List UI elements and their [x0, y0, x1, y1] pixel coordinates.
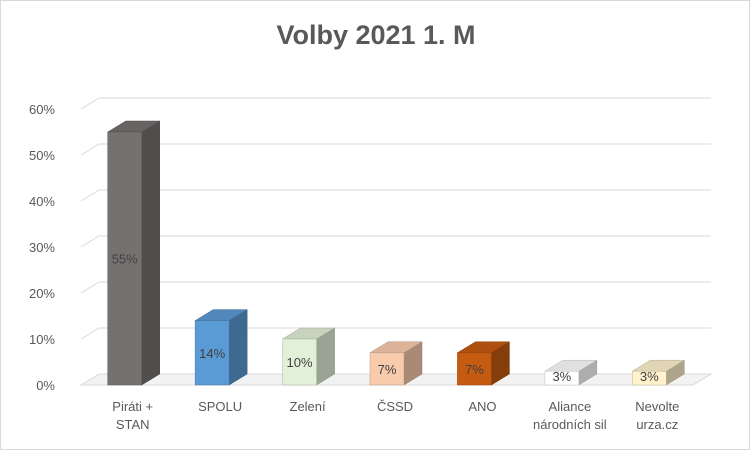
y-tick-label: 50% [29, 148, 55, 163]
bar: 7% [369, 341, 423, 386]
data-label: 10% [287, 355, 313, 370]
x-tick-label: Nevolte urza.cz [635, 399, 679, 432]
x-tick-label: ANO [468, 399, 496, 414]
y-tick-label: 60% [29, 102, 55, 117]
data-label: 3% [552, 369, 571, 384]
data-label: 7% [378, 362, 397, 377]
gridline [80, 143, 711, 156]
gridline [80, 189, 711, 202]
y-tick-label: 10% [29, 332, 55, 347]
x-tick-label: Zelení [290, 399, 327, 414]
bars: 55% 14% 10% 7% 7% 3% 3% [106, 120, 686, 386]
bar-front [107, 131, 142, 386]
gridlines [80, 97, 711, 340]
bar: 10% [281, 327, 336, 386]
chart-title: Volby 2021 1. M [276, 20, 475, 50]
x-tick-label: Piráti + STAN [112, 399, 153, 432]
bar-front [632, 370, 667, 386]
x-tick-label: ČSSD [377, 399, 413, 414]
bar: 3% [631, 359, 686, 386]
bar: 3% [543, 359, 598, 386]
bar-front [457, 352, 492, 386]
y-tick-label: 40% [29, 194, 55, 209]
bar-front [194, 320, 230, 386]
bar: 55% [106, 120, 161, 386]
y-tick-label: 30% [29, 240, 55, 255]
bar: 7% [456, 341, 511, 386]
gridline [80, 327, 711, 340]
bar-side [228, 309, 248, 386]
x-tick-label: SPOLU [198, 399, 242, 414]
bar-front [369, 352, 405, 386]
bar-front [282, 338, 317, 386]
y-tick-label: 0% [36, 378, 55, 393]
gridline [80, 97, 711, 110]
data-label: 7% [465, 362, 484, 377]
data-label: 3% [640, 369, 659, 384]
bar-front [544, 370, 580, 386]
y-axis: 0% 10% 20% 30% 40% 50% 60% [29, 102, 55, 393]
data-label: 55% [112, 252, 138, 267]
data-label: 14% [199, 346, 225, 361]
gridline [80, 235, 711, 248]
gridline [80, 281, 711, 294]
bar: 14% [194, 309, 249, 386]
y-tick-label: 20% [29, 286, 55, 301]
x-axis: Piráti + STAN SPOLU Zelení ČSSD ANO Aliance nár… [112, 399, 679, 432]
x-tick-label: Aliance národních sil [533, 399, 607, 432]
bar-side [141, 120, 160, 386]
